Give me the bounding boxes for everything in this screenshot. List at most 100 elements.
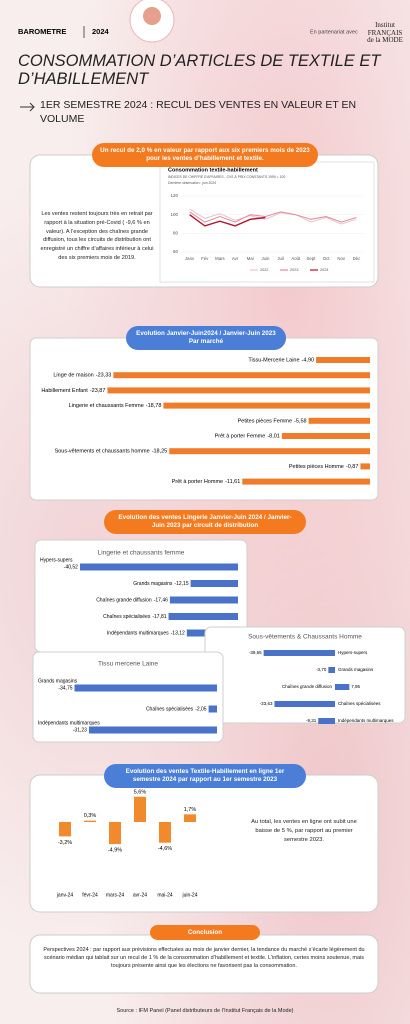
line-series — [189, 214, 266, 227]
conclusion-title: Conclusion — [150, 925, 260, 940]
section-banner: Evolution Janvier-Juin2024 / Janvier-Jui… — [126, 326, 286, 350]
chart-box — [204, 626, 406, 724]
value-label: -5,58 — [294, 418, 307, 424]
value-label: -17,46 — [154, 597, 168, 603]
value-label: -13,12 — [171, 630, 185, 636]
category-label: Prêt à porter Femme — [215, 433, 266, 439]
chart-panel — [159, 161, 375, 283]
legend-label: 2024 — [320, 268, 328, 272]
bar — [242, 478, 370, 485]
bar — [88, 726, 217, 734]
x-tick-label: Janv — [185, 256, 195, 261]
value-label: -33,63 — [260, 701, 273, 706]
header-year: 2024 — [92, 27, 110, 36]
bar — [109, 822, 121, 845]
chart-title: Tissu mercerie Laine — [98, 661, 158, 668]
category-label: Chaînes grande diffusion — [282, 684, 332, 689]
value-label: 1,7% — [184, 807, 197, 813]
x-tick-label: janv-24 — [56, 892, 74, 898]
x-tick-label: Mars — [215, 256, 225, 261]
chart-title: Consommation textile-habillement — [168, 167, 258, 173]
page-title: CONSOMMATION D’ARTICLES DE TEXTILE ET D’… — [18, 52, 381, 88]
category-label: Chaînes grande diffusion — [96, 597, 152, 603]
bar — [190, 580, 238, 587]
value-label: -4,9% — [108, 848, 122, 854]
conclusion-text: Perspectives 2024 : par rapport aux prév… — [43, 947, 365, 969]
bar — [134, 796, 146, 822]
x-tick-label: Avr — [232, 256, 239, 261]
value-label: -4,6% — [158, 846, 172, 852]
category-label: Sous-vêtements et chaussants homme — [55, 449, 150, 455]
x-tick-label: Juin — [261, 256, 269, 261]
x-tick-label: mai-24 — [157, 892, 173, 898]
partner-intro: En partenariat avec — [310, 29, 358, 35]
value-label: -9,31 — [306, 718, 317, 723]
category-label: Grands magasins — [38, 678, 78, 684]
value-label: -39,65 — [249, 650, 262, 655]
category-label: Chaînes spécialisées — [103, 614, 151, 620]
category-label: Hypers-supers — [338, 650, 368, 655]
value-label: 7,95 — [351, 684, 360, 689]
category-label: Lingerie et chaussants Femme — [69, 403, 144, 409]
category-label: Indépendants multimarques — [107, 630, 169, 636]
header-label: BAROMETRE — [18, 27, 66, 36]
legend-label: 2022 — [260, 268, 268, 272]
source: Source : IFM Panel (Panel distributeurs … — [116, 1008, 294, 1014]
bar — [79, 563, 238, 571]
chart-note: Dernière observation : juin 2024 — [168, 181, 216, 185]
x-tick-label: Nov — [337, 256, 345, 261]
bar — [184, 814, 196, 822]
value-label: -0,87 — [346, 464, 359, 470]
x-tick-label: avr-24 — [133, 892, 147, 898]
value-label: -17,81 — [152, 614, 166, 620]
bar — [274, 701, 335, 707]
category-label: Chaînes spécialisées — [146, 706, 194, 712]
value-label: -18,25 — [152, 449, 168, 455]
line-series — [189, 211, 357, 223]
x-tick-label: Fév — [201, 256, 209, 261]
bar — [84, 820, 96, 822]
category-label: Grands magasins — [338, 667, 374, 672]
bar — [328, 667, 335, 673]
bar — [360, 463, 370, 470]
bar — [168, 613, 238, 620]
x-tick-label: févr-24 — [82, 892, 98, 898]
value-label: -31,23 — [73, 727, 87, 733]
bar — [163, 402, 370, 409]
x-tick-label: Oct — [323, 256, 330, 261]
line-series — [189, 208, 357, 225]
bar — [113, 372, 371, 379]
bar — [74, 684, 218, 692]
value-label: -23,87 — [90, 388, 106, 394]
value-label: -18,78 — [146, 403, 162, 409]
bar — [318, 718, 335, 724]
chart-title: Lingerie et chaussants femme — [98, 550, 185, 557]
category-label: Chaînes spécialisées — [338, 701, 381, 706]
x-tick-label: Déc — [353, 256, 361, 261]
bar — [335, 684, 350, 690]
y-tick-label: 60 — [173, 249, 179, 254]
category-label: Grands magasins — [133, 581, 173, 587]
bar — [159, 822, 171, 843]
category-label: Linge de maison — [53, 373, 93, 379]
y-tick-label: 100 — [170, 212, 178, 217]
x-tick-label: mars-24 — [106, 892, 125, 898]
page-subtitle: 1ER SEMESTRE 2024 : RECUL DES VENTES EN … — [40, 99, 357, 125]
value-label: -3,70 — [316, 667, 327, 672]
bar — [107, 387, 371, 394]
category-label: Prêt à porter Homme — [172, 479, 223, 485]
value-label: -2,05 — [195, 706, 207, 712]
category-label: Petites pièces Homme — [289, 464, 344, 470]
arrow — [20, 102, 35, 112]
bar — [308, 417, 370, 424]
category-label: Indépendants multimarques — [38, 720, 100, 726]
bar — [169, 596, 238, 604]
bar — [316, 357, 370, 363]
category-label: Hypers-supers — [40, 557, 73, 563]
y-tick-label: 120 — [170, 193, 178, 198]
value-label: 0,3% — [84, 813, 97, 819]
value-label: 5,6% — [134, 789, 147, 795]
x-tick-label: Juil — [277, 256, 283, 261]
value-label: -8,01 — [267, 433, 280, 439]
value-label: -23,33 — [96, 373, 112, 379]
